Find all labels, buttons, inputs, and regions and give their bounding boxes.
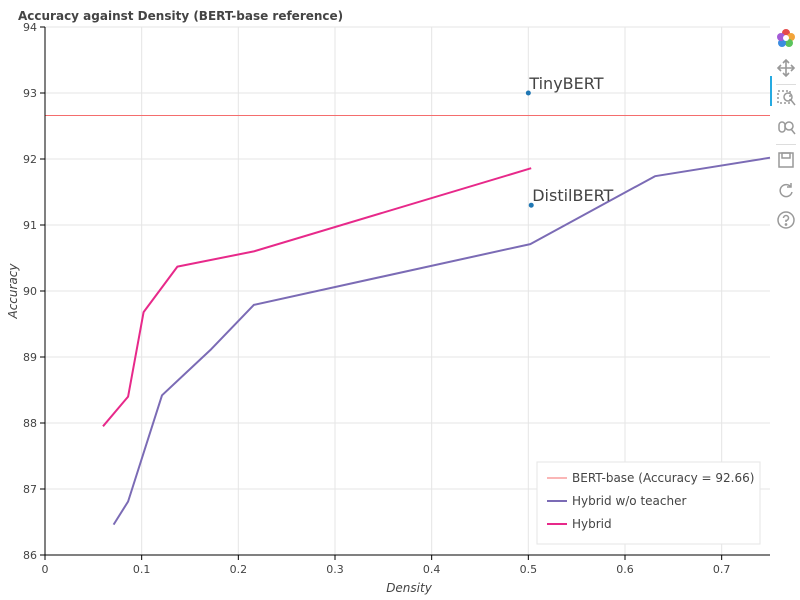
y-tick-label: 94: [23, 21, 37, 34]
x-tick-label: 0.3: [326, 563, 344, 576]
series-group: [102, 156, 771, 526]
save-icon[interactable]: [776, 150, 796, 170]
y-tick-label: 93: [23, 87, 37, 100]
x-tick-label: 0: [42, 563, 49, 576]
y-tick-label: 89: [23, 351, 37, 364]
legend-label: BERT-base (Accuracy = 92.66): [572, 471, 754, 485]
y-tick-label: 86: [23, 549, 37, 562]
y-tick-label: 92: [23, 153, 37, 166]
point-label: TinyBERT: [528, 74, 603, 93]
wheel-zoom-icon[interactable]: [776, 118, 796, 138]
toolbar-separator: [776, 144, 796, 145]
point-label: DistilBERT: [532, 186, 613, 205]
x-tick-label: 0.6: [616, 563, 634, 576]
legend: BERT-base (Accuracy = 92.66) Hybrid w/o t…: [536, 461, 761, 545]
y-tick-label: 90: [23, 285, 37, 298]
legend-label: Hybrid: [572, 517, 612, 531]
y-axis-label: Accuracy: [6, 263, 20, 320]
series-line: [112, 156, 771, 526]
chart-title: Accuracy against Density (BERT-base refe…: [18, 9, 343, 23]
x-tick-label: 0.2: [230, 563, 248, 576]
x-tick-label: 0.7: [713, 563, 731, 576]
help-icon[interactable]: [776, 210, 796, 230]
pan-icon[interactable]: [776, 58, 796, 78]
y-tick-label: 91: [23, 219, 37, 232]
toolbar-separator: [776, 84, 796, 85]
x-axis-label: Density: [386, 581, 433, 595]
x-tick-label: 0.1: [133, 563, 151, 576]
scatter-point: [528, 202, 534, 208]
legend-box: [536, 461, 761, 545]
x-tick-label: 0.5: [520, 563, 538, 576]
axes: 0 0.1 0.2 0.3 0.4 0.5 0.6 0.7 86 87 88 89 90 91 92 93 94: [23, 21, 770, 576]
y-tick-label: 88: [23, 417, 37, 430]
x-tick-label: 0.4: [423, 563, 441, 576]
scatter-point: [525, 90, 531, 96]
legend-label: Hybrid w/o teacher: [572, 494, 686, 508]
reset-icon[interactable]: [776, 180, 796, 200]
y-tick-label: 87: [23, 483, 37, 496]
series-line: [102, 167, 532, 427]
points-group: TinyBERT DistilBERT: [525, 74, 614, 208]
box-zoom-icon[interactable]: [776, 88, 796, 108]
bokeh-logo-icon[interactable]: [776, 28, 796, 48]
active-tool-indicator: [770, 76, 772, 106]
